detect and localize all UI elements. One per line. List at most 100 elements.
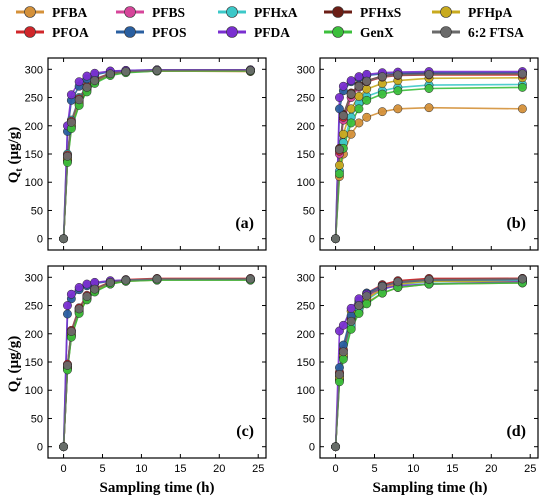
fit-line-pfbs bbox=[62, 69, 251, 239]
panel-b: 0 50 100 150 200 250 300 (b) bbox=[297, 57, 539, 251]
data-point-pfda bbox=[82, 71, 92, 81]
fit-line-pfoa bbox=[62, 69, 251, 239]
data-point-6-2-ftsa bbox=[354, 301, 364, 310]
data-point-genx bbox=[362, 299, 372, 309]
fit-line-pfoa bbox=[62, 277, 251, 447]
y-tick-label: 200 bbox=[25, 121, 43, 133]
data-point-pfda bbox=[335, 93, 344, 102]
data-point-6-2-ftsa bbox=[354, 81, 364, 91]
data-point-6-2-ftsa bbox=[105, 277, 115, 287]
fit-line-pfhxa bbox=[62, 69, 251, 239]
y-tick-label: 100 bbox=[297, 177, 315, 189]
data-point-pfhpa bbox=[346, 104, 356, 114]
legend-label-pfhpa: PFHpA bbox=[468, 5, 513, 20]
data-point-6-2-ftsa bbox=[90, 284, 100, 294]
fit-line-pfba bbox=[62, 70, 251, 239]
y-tick-label: 0 bbox=[37, 234, 43, 246]
y-tick-label: 250 bbox=[25, 93, 43, 105]
data-point-6-2-ftsa bbox=[245, 65, 255, 75]
y-tick-label: 300 bbox=[297, 64, 315, 76]
x-tick-label: 0 bbox=[61, 463, 67, 475]
y-tick-label: 50 bbox=[303, 413, 315, 425]
y-tick-label: 150 bbox=[297, 357, 315, 369]
fit-line-pfda bbox=[62, 278, 251, 447]
data-point-pfda bbox=[66, 90, 76, 100]
data-point-pfba bbox=[424, 103, 434, 113]
data-point-6-2-ftsa bbox=[424, 275, 434, 285]
data-point-6-2-ftsa bbox=[66, 117, 76, 127]
y-tick-label: 150 bbox=[25, 357, 43, 369]
fit-line-pfos bbox=[62, 69, 251, 239]
y-tick-label: 300 bbox=[25, 64, 43, 76]
legend-marker-genx bbox=[332, 26, 344, 38]
y-tick-label: 100 bbox=[25, 177, 43, 189]
legend-label-pfhxs: PFHxS bbox=[360, 5, 401, 20]
data-point-6-2-ftsa bbox=[90, 76, 100, 86]
x-tick-label: 15 bbox=[174, 463, 186, 475]
y-tick-label: 250 bbox=[297, 301, 315, 313]
data-point-6-2-ftsa bbox=[105, 69, 115, 79]
panel-label-d: (d) bbox=[506, 423, 526, 440]
fit-line-pfhxs bbox=[62, 278, 251, 447]
legend: PFBA PFBS PFHxA PFHxS PFHpA PFOA PFOS PFDA GenX 6… bbox=[16, 5, 524, 40]
data-point-pfba bbox=[362, 112, 372, 122]
data-point-pfda bbox=[338, 320, 348, 330]
data-point-genx bbox=[335, 169, 344, 179]
fit-line-pfos bbox=[62, 278, 251, 447]
data-point-genx bbox=[346, 118, 356, 128]
data-point-6-2-ftsa bbox=[152, 65, 162, 75]
fit-line-genx bbox=[62, 279, 251, 447]
data-point-pfba bbox=[377, 107, 387, 117]
panel-a: 0 50 100 150 200 250 300 (a) bbox=[25, 57, 267, 251]
legend-label-pfda: PFDA bbox=[254, 25, 290, 40]
data-point-6-2-ftsa bbox=[82, 82, 92, 92]
data-point-6-2-ftsa bbox=[362, 76, 372, 86]
data-point-6-2-ftsa bbox=[59, 442, 69, 452]
data-point-pfda bbox=[82, 279, 92, 289]
data-point-6-2-ftsa bbox=[82, 292, 92, 301]
panel-label-c: (c) bbox=[236, 423, 254, 440]
y-tick-label: 50 bbox=[31, 205, 43, 217]
y-tick-label: 0 bbox=[309, 234, 315, 246]
data-point-6-2-ftsa bbox=[362, 291, 372, 301]
data-point-genx bbox=[354, 104, 364, 114]
panel-d: 0 50 100 150 200 250 300 0 5 10 15 20 25 (d) bbox=[297, 265, 539, 475]
data-point-6-2-ftsa bbox=[59, 234, 69, 244]
y-tick-label: 200 bbox=[25, 329, 43, 341]
x-tick-label: 0 bbox=[333, 463, 339, 475]
data-point-6-2-ftsa bbox=[517, 69, 527, 79]
legend-marker-pfba bbox=[24, 6, 36, 18]
legend-marker-pfos bbox=[124, 26, 136, 38]
x-tick-label: 15 bbox=[446, 463, 458, 475]
data-point-6-2-ftsa bbox=[424, 69, 434, 79]
legend-label-6-2-ftsa: 6:2 FTSA bbox=[468, 25, 524, 40]
data-point-pfda bbox=[74, 77, 84, 87]
legend-marker-pfoa bbox=[24, 26, 36, 38]
y-tick-label: 0 bbox=[309, 442, 315, 454]
data-point-6-2-ftsa bbox=[152, 274, 162, 284]
y-tick-label: 0 bbox=[37, 442, 43, 454]
data-point-pfda bbox=[354, 72, 364, 82]
legend-label-pfba: PFBA bbox=[52, 5, 87, 20]
y-tick-label: 250 bbox=[297, 93, 315, 105]
data-point-6-2-ftsa bbox=[74, 95, 84, 105]
x-tick-label: 25 bbox=[252, 463, 264, 475]
data-point-genx bbox=[346, 324, 356, 334]
x-tick-label: 25 bbox=[524, 463, 536, 475]
x-axis-title-left: Sampling time (h) bbox=[99, 480, 214, 496]
data-point-pfda bbox=[66, 289, 76, 299]
data-point-pfos bbox=[335, 104, 344, 114]
x-tick-label: 5 bbox=[99, 463, 105, 475]
legend-label-genx: GenX bbox=[360, 25, 394, 40]
legend-marker-pfhxa bbox=[226, 6, 238, 18]
data-point-genx bbox=[377, 89, 387, 99]
data-point-6-2-ftsa bbox=[121, 67, 131, 77]
data-point-6-2-ftsa bbox=[74, 304, 84, 314]
data-point-genx bbox=[517, 82, 527, 92]
y-tick-label: 50 bbox=[303, 205, 315, 217]
legend-marker-6-2-ftsa bbox=[440, 26, 452, 38]
data-point-6-2-ftsa bbox=[393, 277, 403, 287]
data-point-6-2-ftsa bbox=[346, 89, 356, 99]
x-tick-label: 10 bbox=[407, 463, 419, 475]
